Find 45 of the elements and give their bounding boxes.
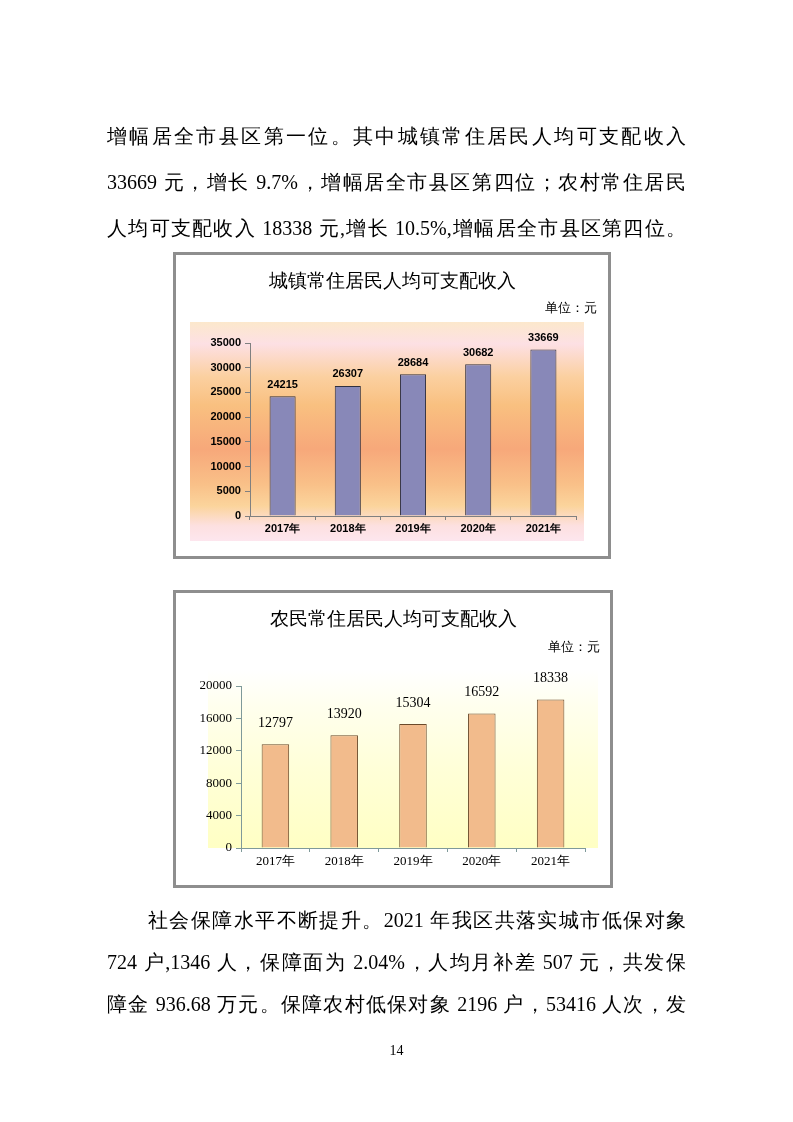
x-tick-label: 2018年 bbox=[330, 521, 366, 534]
data-label: 26307 bbox=[332, 367, 364, 380]
y-tick-label: 25000 bbox=[210, 385, 241, 398]
x-tick-label: 2021年 bbox=[525, 521, 562, 534]
x-tick-label: 2019年 bbox=[395, 521, 431, 534]
y-tick-label: 15000 bbox=[210, 434, 241, 447]
x-tick-label: 2021年 bbox=[531, 853, 571, 869]
data-label: 18338 bbox=[533, 670, 569, 686]
text: 人均可支配收入 18338 元,增长 10.5%,增幅居全市县区第四位。 bbox=[107, 216, 686, 240]
x-tick-label: 2017年 bbox=[264, 521, 301, 534]
y-tick-label: 20000 bbox=[199, 677, 232, 693]
y-tick-label: 4000 bbox=[206, 807, 232, 823]
data-label: 16592 bbox=[464, 684, 500, 700]
chart-title: 城镇常住居民人均可支配收入 bbox=[268, 270, 516, 293]
text: 724 户,1346 人，保障面为 2.04%，人均月补差 507 元，共发保 bbox=[107, 950, 686, 974]
y-tick-label: 10000 bbox=[210, 459, 241, 472]
text: 14 bbox=[389, 1042, 404, 1060]
text: 增幅居全市县区第一位。其中城镇常住居民人均可支配收入 bbox=[107, 124, 686, 148]
x-tick-label: 2020年 bbox=[462, 853, 502, 869]
chart-title: 农民常住居民人均可支配收入 bbox=[269, 608, 517, 631]
text: 单位：元 bbox=[545, 300, 597, 316]
x-tick-label: 2018年 bbox=[324, 853, 364, 869]
data-label: 13920 bbox=[326, 705, 362, 721]
y-tick-label: 16000 bbox=[199, 709, 232, 725]
text: 障金 936.68 万元。保障农村低保对象 2196 户，53416 人次，发 bbox=[107, 992, 686, 1016]
text: 社会保障水平不断提升。2021 年我区共落实城市低保对象 bbox=[148, 908, 686, 932]
y-tick-label: 0 bbox=[234, 509, 241, 522]
x-tick-label: 2020年 bbox=[460, 521, 496, 534]
y-tick-label: 12000 bbox=[199, 742, 232, 758]
y-tick-label: 8000 bbox=[206, 774, 232, 790]
x-tick-label: 2019年 bbox=[393, 853, 433, 869]
data-label: 30682 bbox=[462, 345, 494, 358]
y-tick-label: 0 bbox=[225, 839, 232, 855]
y-tick-label: 35000 bbox=[210, 336, 241, 349]
x-tick-label: 2017年 bbox=[255, 853, 295, 869]
text: 单位：元 bbox=[548, 639, 600, 655]
data-label: 24215 bbox=[267, 377, 298, 390]
y-tick-label: 5000 bbox=[216, 484, 241, 497]
data-label: 33669 bbox=[528, 331, 559, 344]
text: 33669 元，增长 9.7%，增幅居全市县区第四位；农村常住居民 bbox=[107, 170, 686, 194]
y-tick-label: 30000 bbox=[210, 360, 241, 373]
data-label: 28684 bbox=[397, 355, 430, 368]
y-tick-label: 20000 bbox=[210, 410, 241, 423]
data-label: 12797 bbox=[257, 715, 293, 731]
data-label: 15304 bbox=[395, 694, 431, 710]
